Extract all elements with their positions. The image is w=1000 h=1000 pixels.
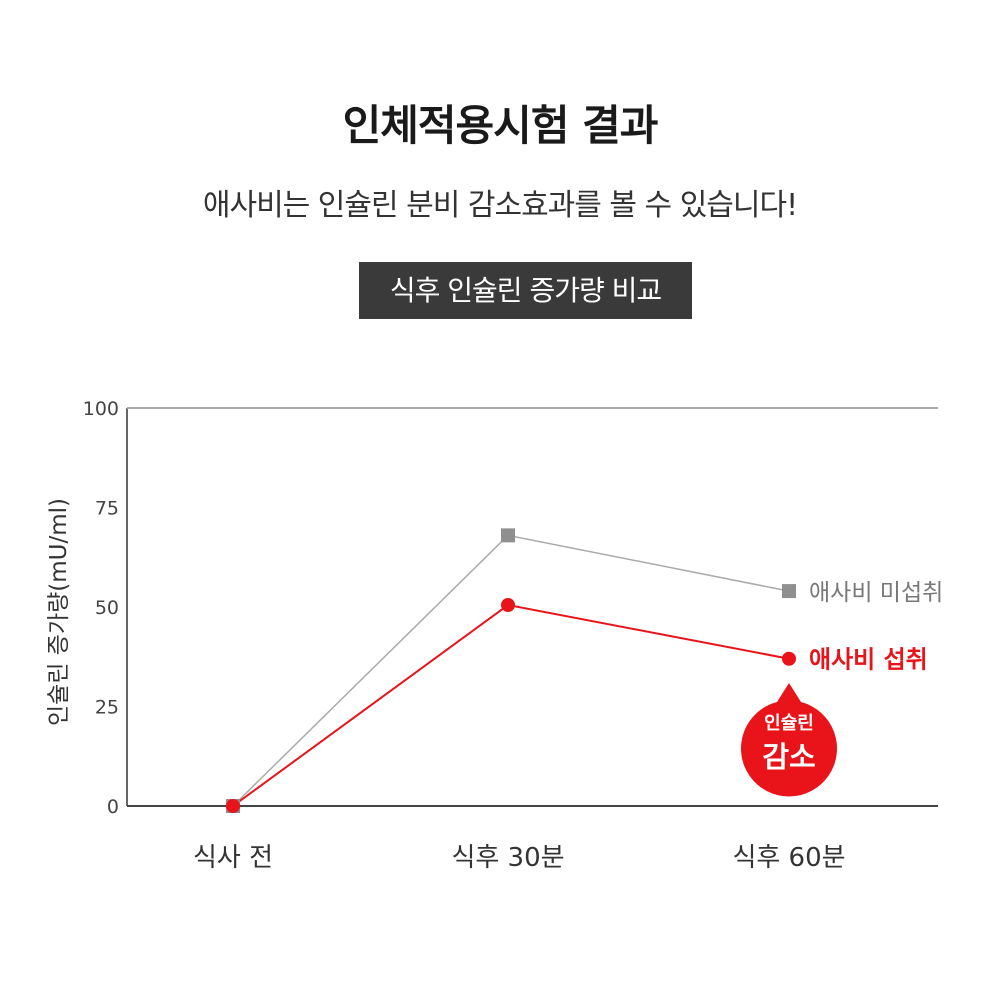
insulin-decrease-bubble: 인슐린 감소 [741,683,838,797]
series-line [232,603,790,807]
series-legend-label: 애사비 섭취 [809,646,928,674]
bubble-line2: 감소 [762,740,815,774]
x-category-label: 식후 30분 [451,843,564,873]
bubble-shape [741,683,838,797]
bubble-line1: 인슐린 [764,713,814,734]
x-category-label: 식후 60분 [732,843,845,873]
y-tick-label: 25 [95,697,119,719]
y-tick-label: 75 [95,498,119,520]
data-point-circle [226,799,240,813]
y-tick-label: 100 [83,398,119,420]
series-legend-label: 애사비 미섭취 [809,580,943,606]
data-point-square [782,584,796,599]
data-point-square [501,528,515,543]
x-category-label: 식사 전 [193,843,273,873]
y-axis-label: 인슐린 증가량(mU/ml) [46,498,72,726]
y-tick-label: 50 [95,597,119,619]
y-tick-label: 0 [107,796,119,818]
comparison-label-box: 식후 인슐린 증가량 비교 [359,262,692,319]
data-point-circle [501,598,515,613]
series-line [232,534,790,807]
page-title: 인체적용시험 결과 [342,101,659,150]
page-subtitle: 애사비는 인슐린 분비 감소효과를 볼 수 있습니다! [202,188,798,223]
data-point-circle [782,651,796,666]
